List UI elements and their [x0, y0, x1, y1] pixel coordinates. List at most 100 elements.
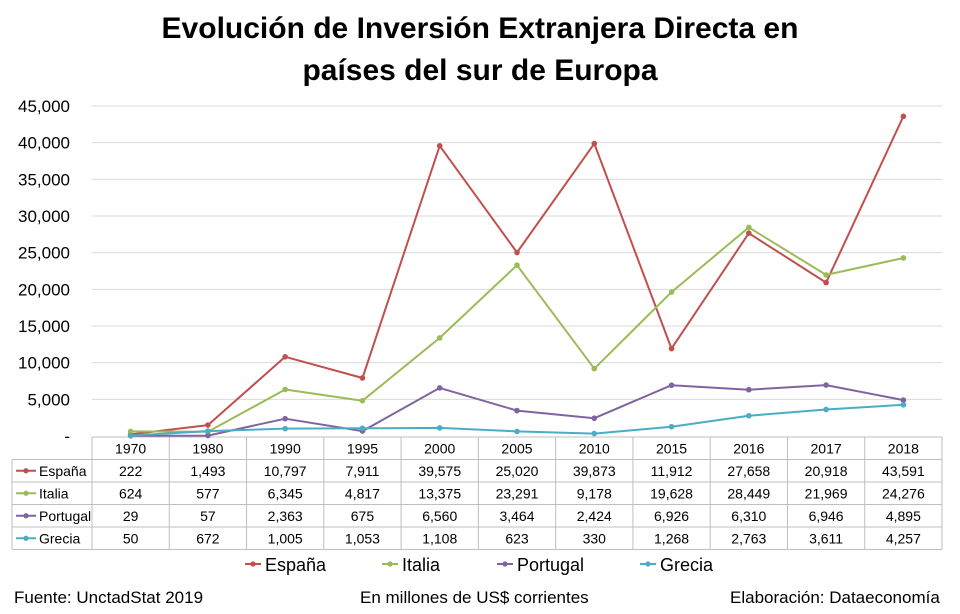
data-point: [823, 406, 829, 413]
data-label: 3,611: [809, 530, 843, 546]
data-point: [668, 289, 675, 295]
data-point: [591, 140, 598, 147]
data-label: 6,560: [422, 508, 457, 524]
data-point: [436, 425, 443, 431]
data-point: [591, 365, 598, 372]
table-series-label: Italia: [39, 485, 69, 501]
data-label: 29: [123, 508, 139, 524]
data-label: 21,969: [805, 485, 848, 501]
table-legend-marker: [23, 468, 29, 474]
data-point: [746, 224, 752, 231]
data-label: 28,449: [727, 485, 770, 501]
data-label: 39,575: [418, 463, 461, 479]
data-label: 43,591: [882, 463, 925, 479]
data-label: 6,926: [654, 508, 689, 524]
data-point: [359, 425, 366, 432]
y-tick-label: 40,000: [18, 134, 70, 153]
x-tick-label: 2016: [733, 440, 764, 456]
data-label: 1,108: [422, 530, 457, 546]
y-tick-label: 15,000: [18, 317, 70, 336]
data-label: 13,375: [418, 485, 461, 501]
data-label: 222: [119, 463, 143, 479]
data-label: 1,268: [654, 530, 689, 546]
data-point: [668, 423, 675, 430]
x-tick-label: 2018: [888, 440, 919, 456]
y-tick-label: 25,000: [18, 244, 70, 263]
x-tick-label: 2010: [579, 440, 610, 456]
data-label: 577: [196, 485, 220, 501]
data-point: [359, 397, 366, 404]
y-tick-label: 10,000: [18, 354, 70, 373]
legend-marker: [387, 561, 393, 567]
y-tick-label: 5,000: [27, 390, 70, 409]
data-label: 25,020: [496, 463, 539, 479]
x-tick-label: 2000: [424, 440, 455, 456]
data-label: 1,493: [190, 463, 225, 479]
data-label: 7,911: [345, 463, 379, 479]
data-point: [282, 425, 288, 432]
x-tick-label: 2005: [501, 440, 532, 456]
credit-note: Elaboración: Dataeconomía: [730, 588, 940, 607]
data-label: 3,464: [499, 508, 534, 524]
data-point: [436, 385, 443, 391]
data-point: [514, 262, 520, 268]
data-label: 6,946: [809, 508, 844, 524]
data-label: 2,763: [731, 530, 766, 546]
legend-label: Italia: [402, 555, 441, 575]
source-note: Fuente: UnctadStat 2019: [14, 588, 204, 607]
data-label: 9,178: [577, 485, 612, 501]
data-label: 4,817: [345, 485, 380, 501]
data-point: [900, 255, 907, 261]
table-series-label: España: [39, 463, 87, 479]
legend-marker: [502, 561, 508, 567]
data-point: [900, 401, 907, 408]
data-label: 623: [505, 530, 529, 546]
data-label: 24,276: [882, 485, 925, 501]
y-tick-label: 45,000: [18, 97, 70, 116]
table-series-label: Grecia: [39, 530, 80, 546]
data-point: [436, 335, 443, 341]
data-point: [591, 415, 598, 422]
data-point: [823, 272, 829, 278]
y-tick-label: 30,000: [18, 207, 70, 226]
data-point: [205, 432, 211, 439]
data-label: 23,291: [496, 485, 539, 501]
chart-title-line-2: países del sur de Europa: [302, 54, 658, 87]
legend-label: España: [265, 555, 327, 575]
data-point: [514, 428, 520, 435]
data-point: [746, 386, 752, 393]
data-point: [205, 422, 211, 428]
data-point: [514, 407, 520, 414]
data-point: [668, 345, 675, 352]
x-tick-label: 1995: [347, 440, 378, 456]
data-label: 1,005: [268, 530, 303, 546]
data-point: [591, 430, 598, 437]
data-label: 6,345: [268, 485, 303, 501]
data-point: [746, 412, 752, 419]
legend-label: Grecia: [660, 555, 714, 575]
data-label: 330: [583, 530, 607, 546]
chart-title-line-1: Evolución de Inversión Extranjera Direct…: [161, 12, 799, 45]
data-point: [900, 113, 907, 120]
data-point: [514, 249, 520, 256]
x-tick-label: 1980: [192, 440, 223, 456]
data-point: [205, 428, 211, 434]
data-point: [127, 428, 134, 435]
legend-marker: [645, 561, 651, 567]
x-tick-label: 2015: [656, 440, 687, 456]
y-tick-label: 35,000: [18, 170, 70, 189]
legend-marker: [250, 561, 256, 567]
data-label: 39,873: [573, 463, 616, 479]
data-label: 10,797: [264, 463, 307, 479]
data-point: [282, 386, 288, 393]
data-label: 624: [119, 485, 143, 501]
data-label: 57: [200, 508, 216, 524]
data-point: [823, 279, 829, 286]
data-label: 50: [123, 530, 139, 546]
data-point: [127, 432, 134, 439]
data-point: [668, 382, 675, 389]
data-label: 1,053: [345, 530, 380, 546]
table-legend-marker: [23, 535, 29, 541]
data-label: 675: [351, 508, 375, 524]
